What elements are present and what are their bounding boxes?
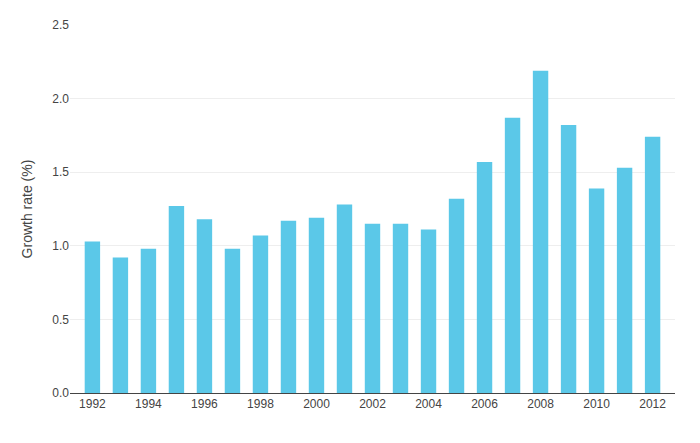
svg-text:0.5: 0.5 bbox=[52, 313, 69, 327]
svg-text:2008: 2008 bbox=[527, 397, 554, 411]
svg-text:1996: 1996 bbox=[191, 397, 218, 411]
svg-text:2010: 2010 bbox=[583, 397, 610, 411]
svg-text:1992: 1992 bbox=[79, 397, 106, 411]
svg-text:2002: 2002 bbox=[359, 397, 386, 411]
svg-text:1994: 1994 bbox=[135, 397, 162, 411]
svg-text:2000: 2000 bbox=[303, 397, 330, 411]
svg-text:2.5: 2.5 bbox=[52, 18, 69, 32]
svg-text:1.0: 1.0 bbox=[52, 239, 69, 253]
svg-text:2006: 2006 bbox=[471, 397, 498, 411]
svg-text:1.5: 1.5 bbox=[52, 165, 69, 179]
svg-text:2012: 2012 bbox=[639, 397, 666, 411]
svg-text:1998: 1998 bbox=[247, 397, 274, 411]
svg-text:2.0: 2.0 bbox=[52, 92, 69, 106]
svg-text:0.0: 0.0 bbox=[52, 386, 69, 400]
svg-text:Growth rate (%): Growth rate (%) bbox=[19, 160, 35, 259]
svg-text:2004: 2004 bbox=[415, 397, 442, 411]
